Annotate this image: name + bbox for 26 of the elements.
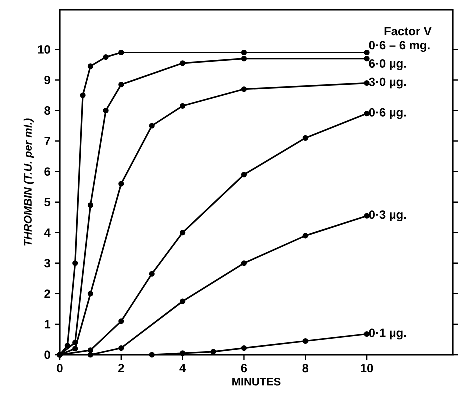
- series-label: 3·0 µg.: [369, 78, 406, 89]
- y-axis-title: THROMBIN (T.U. per ml.): [24, 118, 34, 246]
- y-tick-label: 2: [44, 290, 50, 298]
- series-label: 0·1 µg.: [369, 328, 406, 340]
- x-tick-label: 10: [361, 364, 374, 373]
- y-tick-label: 5: [44, 198, 51, 207]
- y-tick-label: 6: [44, 168, 50, 176]
- y-tick-label: 7: [44, 137, 50, 146]
- x-tick-label: 8: [302, 364, 309, 373]
- series-label: 0·3 µg.: [369, 210, 406, 222]
- x-tick-label: 4: [180, 364, 186, 372]
- series-label: 6·0 µg.: [369, 60, 406, 70]
- y-tick-label: 3: [44, 259, 50, 268]
- x-axis-title: MINUTES: [232, 378, 281, 386]
- x-tick-label: 0: [57, 364, 63, 373]
- x-tick-label: 2: [118, 364, 124, 372]
- series-label: 0·6 µg.: [369, 108, 406, 120]
- legend-label: 0·6 – 6 mg.: [369, 41, 430, 52]
- y-tick-label: 9: [44, 76, 50, 84]
- y-tick-label: 4: [44, 228, 51, 237]
- y-tick-label: 8: [44, 106, 51, 115]
- legend-title: Factor V: [384, 27, 432, 36]
- x-tick-label: 6: [241, 364, 248, 373]
- y-tick-label: 1: [44, 320, 51, 329]
- y-tick-label: 10: [38, 45, 50, 54]
- y-tick-label: 0: [44, 350, 50, 360]
